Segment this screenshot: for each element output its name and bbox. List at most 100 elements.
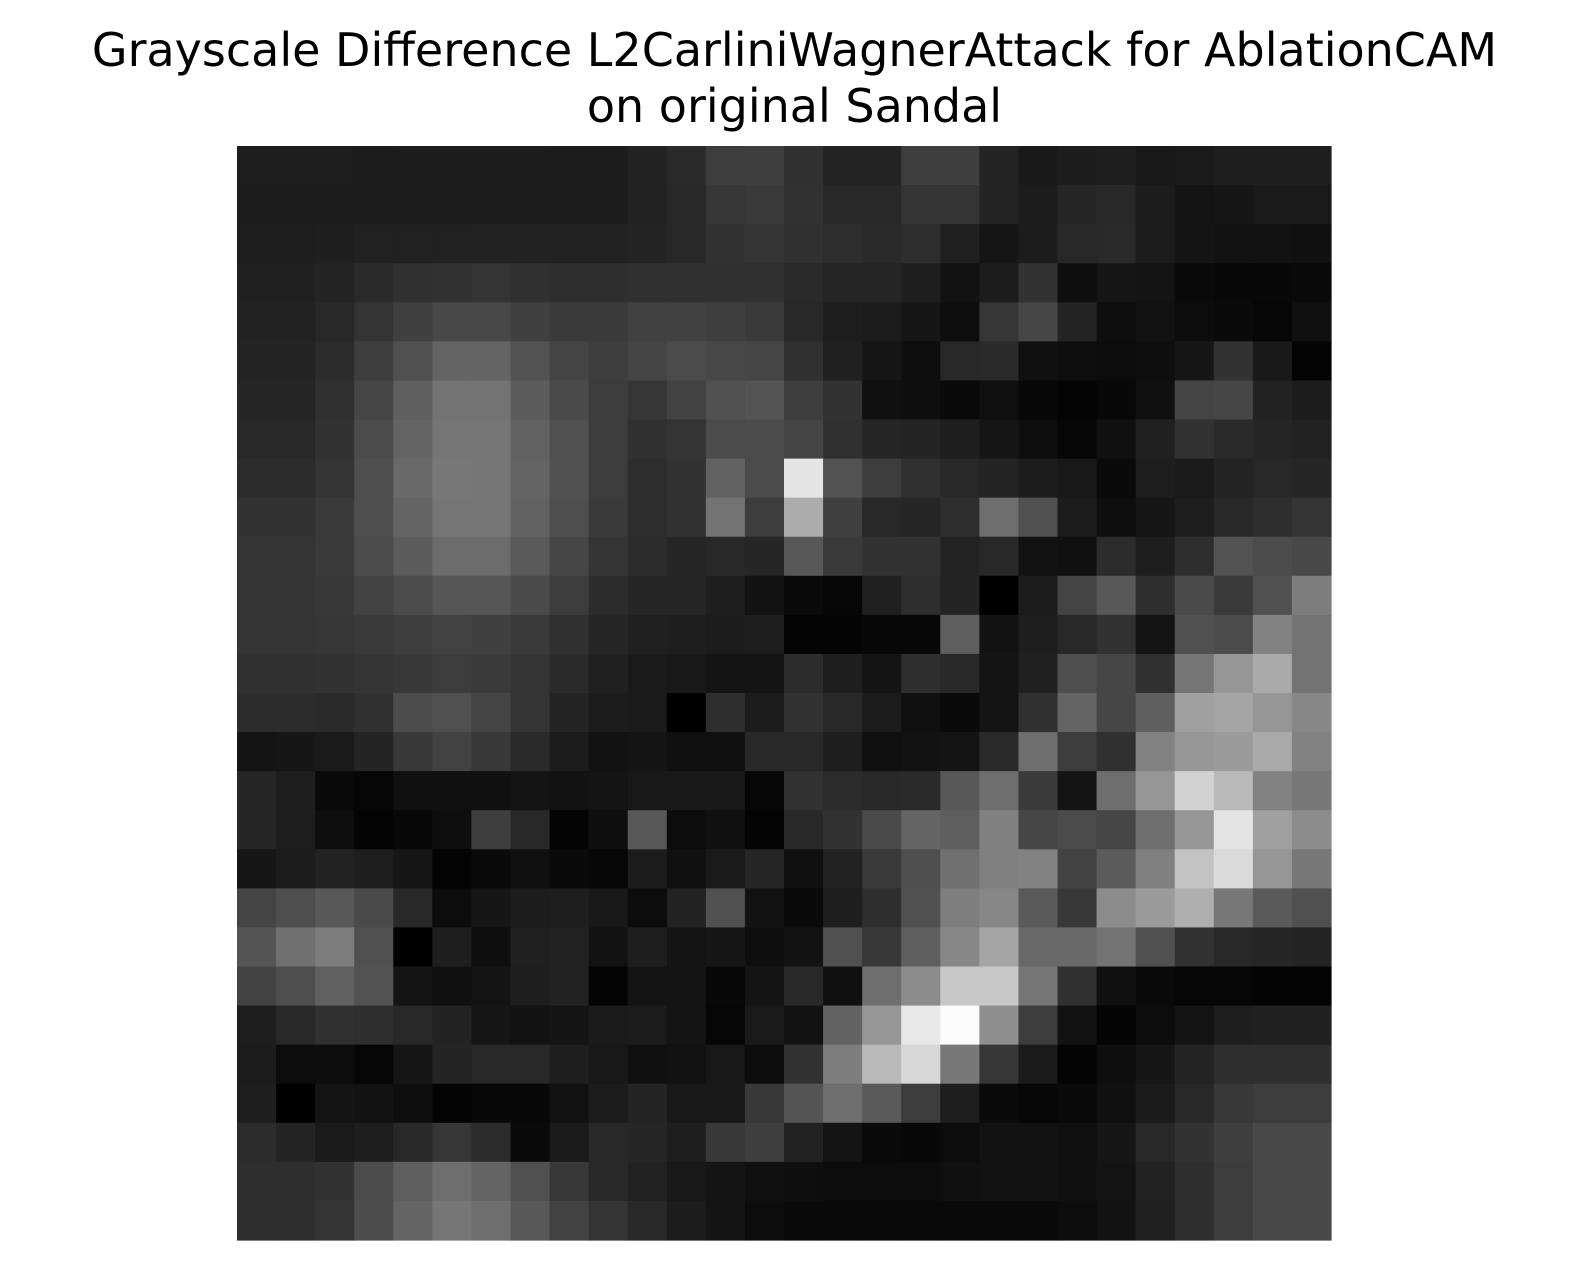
heatmap-cell	[550, 810, 590, 850]
heatmap-cell	[1018, 654, 1058, 694]
heatmap-cell	[901, 576, 941, 616]
heatmap-cell	[667, 1084, 707, 1124]
heatmap-cell	[1058, 498, 1098, 538]
heatmap-cell	[511, 302, 551, 342]
heatmap-cell	[1253, 615, 1293, 655]
heatmap-cell	[1253, 1162, 1293, 1202]
heatmap-cell	[784, 1123, 824, 1163]
heatmap-cell	[1136, 615, 1176, 655]
heatmap-cell	[1097, 1045, 1137, 1085]
heatmap-cell	[471, 1162, 511, 1202]
heatmap-cell	[1018, 420, 1058, 460]
heatmap-cell	[979, 927, 1019, 967]
heatmap-cell	[354, 654, 394, 694]
heatmap-cell	[745, 1162, 785, 1202]
heatmap-cell	[940, 224, 980, 264]
heatmap-cell	[862, 1162, 902, 1202]
heatmap-cell	[1175, 459, 1215, 499]
heatmap-cell	[784, 1201, 824, 1241]
heatmap-cell	[1097, 967, 1137, 1007]
heatmap-cell	[432, 927, 472, 967]
heatmap-cell	[745, 967, 785, 1007]
heatmap-cell	[784, 615, 824, 655]
heatmap-cell	[823, 146, 863, 186]
heatmap-cell	[550, 537, 590, 577]
heatmap-cell	[432, 693, 472, 733]
heatmap-cell	[276, 459, 316, 499]
heatmap-cell	[471, 693, 511, 733]
heatmap-cell	[276, 732, 316, 772]
heatmap-cell	[979, 1045, 1019, 1085]
heatmap-cell	[940, 380, 980, 420]
heatmap-cell	[745, 1201, 785, 1241]
heatmap-cell	[1136, 693, 1176, 733]
heatmap-cell	[823, 380, 863, 420]
heatmap-cell	[511, 420, 551, 460]
heatmap-cell	[471, 498, 511, 538]
heatmap-cell	[667, 732, 707, 772]
heatmap-cell	[550, 927, 590, 967]
heatmap-cell	[1097, 420, 1137, 460]
heatmap-cell	[901, 380, 941, 420]
heatmap-cell	[393, 1162, 433, 1202]
heatmap-cell	[1253, 888, 1293, 928]
heatmap-cell	[1214, 732, 1254, 772]
heatmap-cell	[1018, 185, 1058, 225]
heatmap-cell	[1214, 341, 1254, 381]
heatmap-cell	[393, 224, 433, 264]
heatmap-cell	[1018, 263, 1058, 303]
heatmap-cell	[901, 146, 941, 186]
heatmap-cell	[1018, 1084, 1058, 1124]
heatmap-cell	[862, 263, 902, 303]
heatmap-cell	[237, 380, 277, 420]
heatmap-cell	[706, 1201, 746, 1241]
heatmap-cell	[276, 654, 316, 694]
heatmap-cell	[901, 224, 941, 264]
heatmap-cell	[393, 420, 433, 460]
heatmap-cell	[1253, 185, 1293, 225]
heatmap-cell	[276, 771, 316, 811]
heatmap-cell	[237, 224, 277, 264]
heatmap-cell	[589, 732, 629, 772]
heatmap-cell	[667, 224, 707, 264]
heatmap-cell	[1175, 1045, 1215, 1085]
heatmap-cell	[667, 1045, 707, 1085]
heatmap-cell	[1058, 1045, 1098, 1085]
heatmap-cell	[432, 224, 472, 264]
heatmap-cell	[1136, 302, 1176, 342]
heatmap-cell	[628, 576, 668, 616]
heatmap-cell	[1292, 654, 1332, 694]
heatmap-cell	[1292, 927, 1332, 967]
heatmap-cell	[745, 888, 785, 928]
heatmap-cell	[1253, 654, 1293, 694]
heatmap-cell	[315, 224, 355, 264]
heatmap-cell	[1058, 693, 1098, 733]
heatmap-cell	[1214, 576, 1254, 616]
heatmap-cell	[550, 615, 590, 655]
heatmap-cell	[1253, 1006, 1293, 1046]
heatmap-cell	[237, 888, 277, 928]
heatmap-cell	[511, 693, 551, 733]
heatmap-cell	[706, 888, 746, 928]
heatmap-cell	[1253, 420, 1293, 460]
heatmap-cell	[628, 615, 668, 655]
heatmap-cell	[1292, 146, 1332, 186]
heatmap-cell	[589, 1084, 629, 1124]
heatmap-cell	[393, 771, 433, 811]
heatmap-cell	[706, 927, 746, 967]
heatmap-cell	[432, 146, 472, 186]
heatmap-cell	[706, 771, 746, 811]
heatmap-cell	[276, 537, 316, 577]
heatmap-cell	[1058, 341, 1098, 381]
heatmap-cell	[901, 615, 941, 655]
heatmap-cell	[784, 537, 824, 577]
heatmap-cell	[706, 810, 746, 850]
heatmap-cell	[1097, 224, 1137, 264]
heatmap-cell	[745, 537, 785, 577]
heatmap-cell	[1136, 498, 1176, 538]
heatmap-cell	[667, 185, 707, 225]
heatmap-cell	[1097, 1162, 1137, 1202]
heatmap-cell	[354, 967, 394, 1007]
heatmap-cell	[1097, 302, 1137, 342]
